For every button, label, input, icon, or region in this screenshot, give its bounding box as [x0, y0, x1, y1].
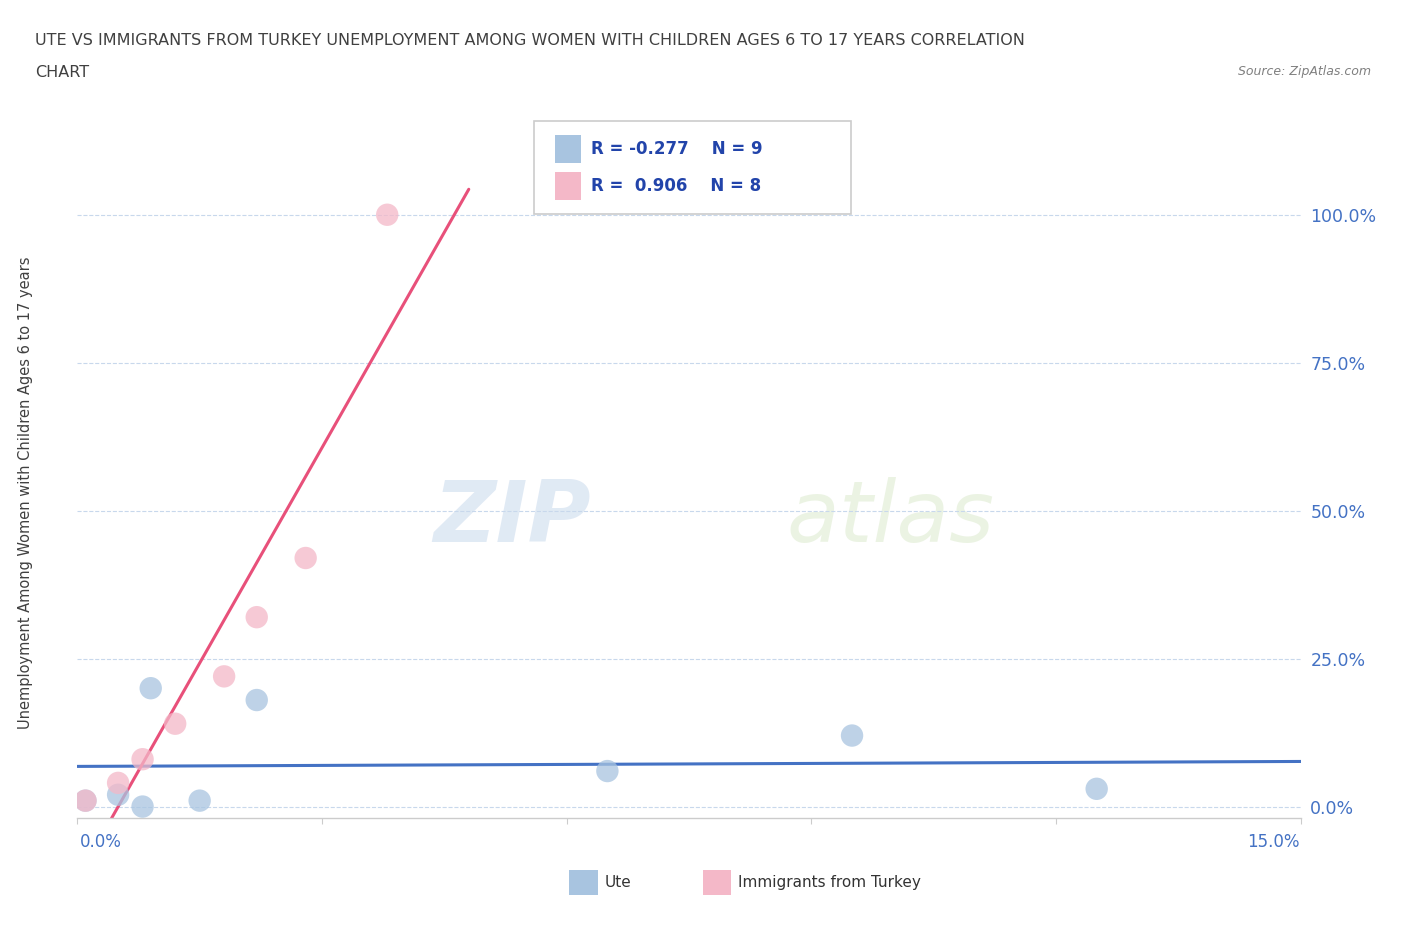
Point [294, 551, 316, 565]
Point [75, 793, 97, 808]
Text: atlas: atlas [787, 477, 995, 561]
Text: UTE VS IMMIGRANTS FROM TURKEY UNEMPLOYMENT AMONG WOMEN WITH CHILDREN AGES 6 TO 1: UTE VS IMMIGRANTS FROM TURKEY UNEMPLOYME… [35, 33, 1025, 47]
Text: Ute: Ute [605, 875, 631, 890]
Point [107, 776, 129, 790]
Point [131, 751, 153, 766]
Text: 0.0%: 0.0% [80, 832, 122, 851]
Text: 15.0%: 15.0% [1247, 832, 1299, 851]
Point [375, 207, 398, 222]
Text: Unemployment Among Women with Children Ages 6 to 17 years: Unemployment Among Women with Children A… [18, 257, 32, 729]
Text: CHART: CHART [35, 65, 89, 80]
Point [165, 716, 187, 731]
Text: R =  0.906    N = 8: R = 0.906 N = 8 [591, 177, 761, 194]
Point [75, 793, 97, 808]
Point [131, 799, 153, 814]
Point [1085, 781, 1108, 796]
Point [841, 728, 863, 743]
Point [139, 681, 162, 696]
Point [212, 669, 235, 684]
Point [188, 793, 211, 808]
Text: R = -0.277    N = 9: R = -0.277 N = 9 [591, 140, 762, 158]
Point [246, 693, 269, 708]
Text: Source: ZipAtlas.com: Source: ZipAtlas.com [1237, 65, 1371, 78]
Point [596, 764, 619, 778]
Text: ZIP: ZIP [433, 477, 591, 561]
Point [246, 610, 269, 625]
Text: Immigrants from Turkey: Immigrants from Turkey [738, 875, 921, 890]
Point [107, 788, 129, 803]
